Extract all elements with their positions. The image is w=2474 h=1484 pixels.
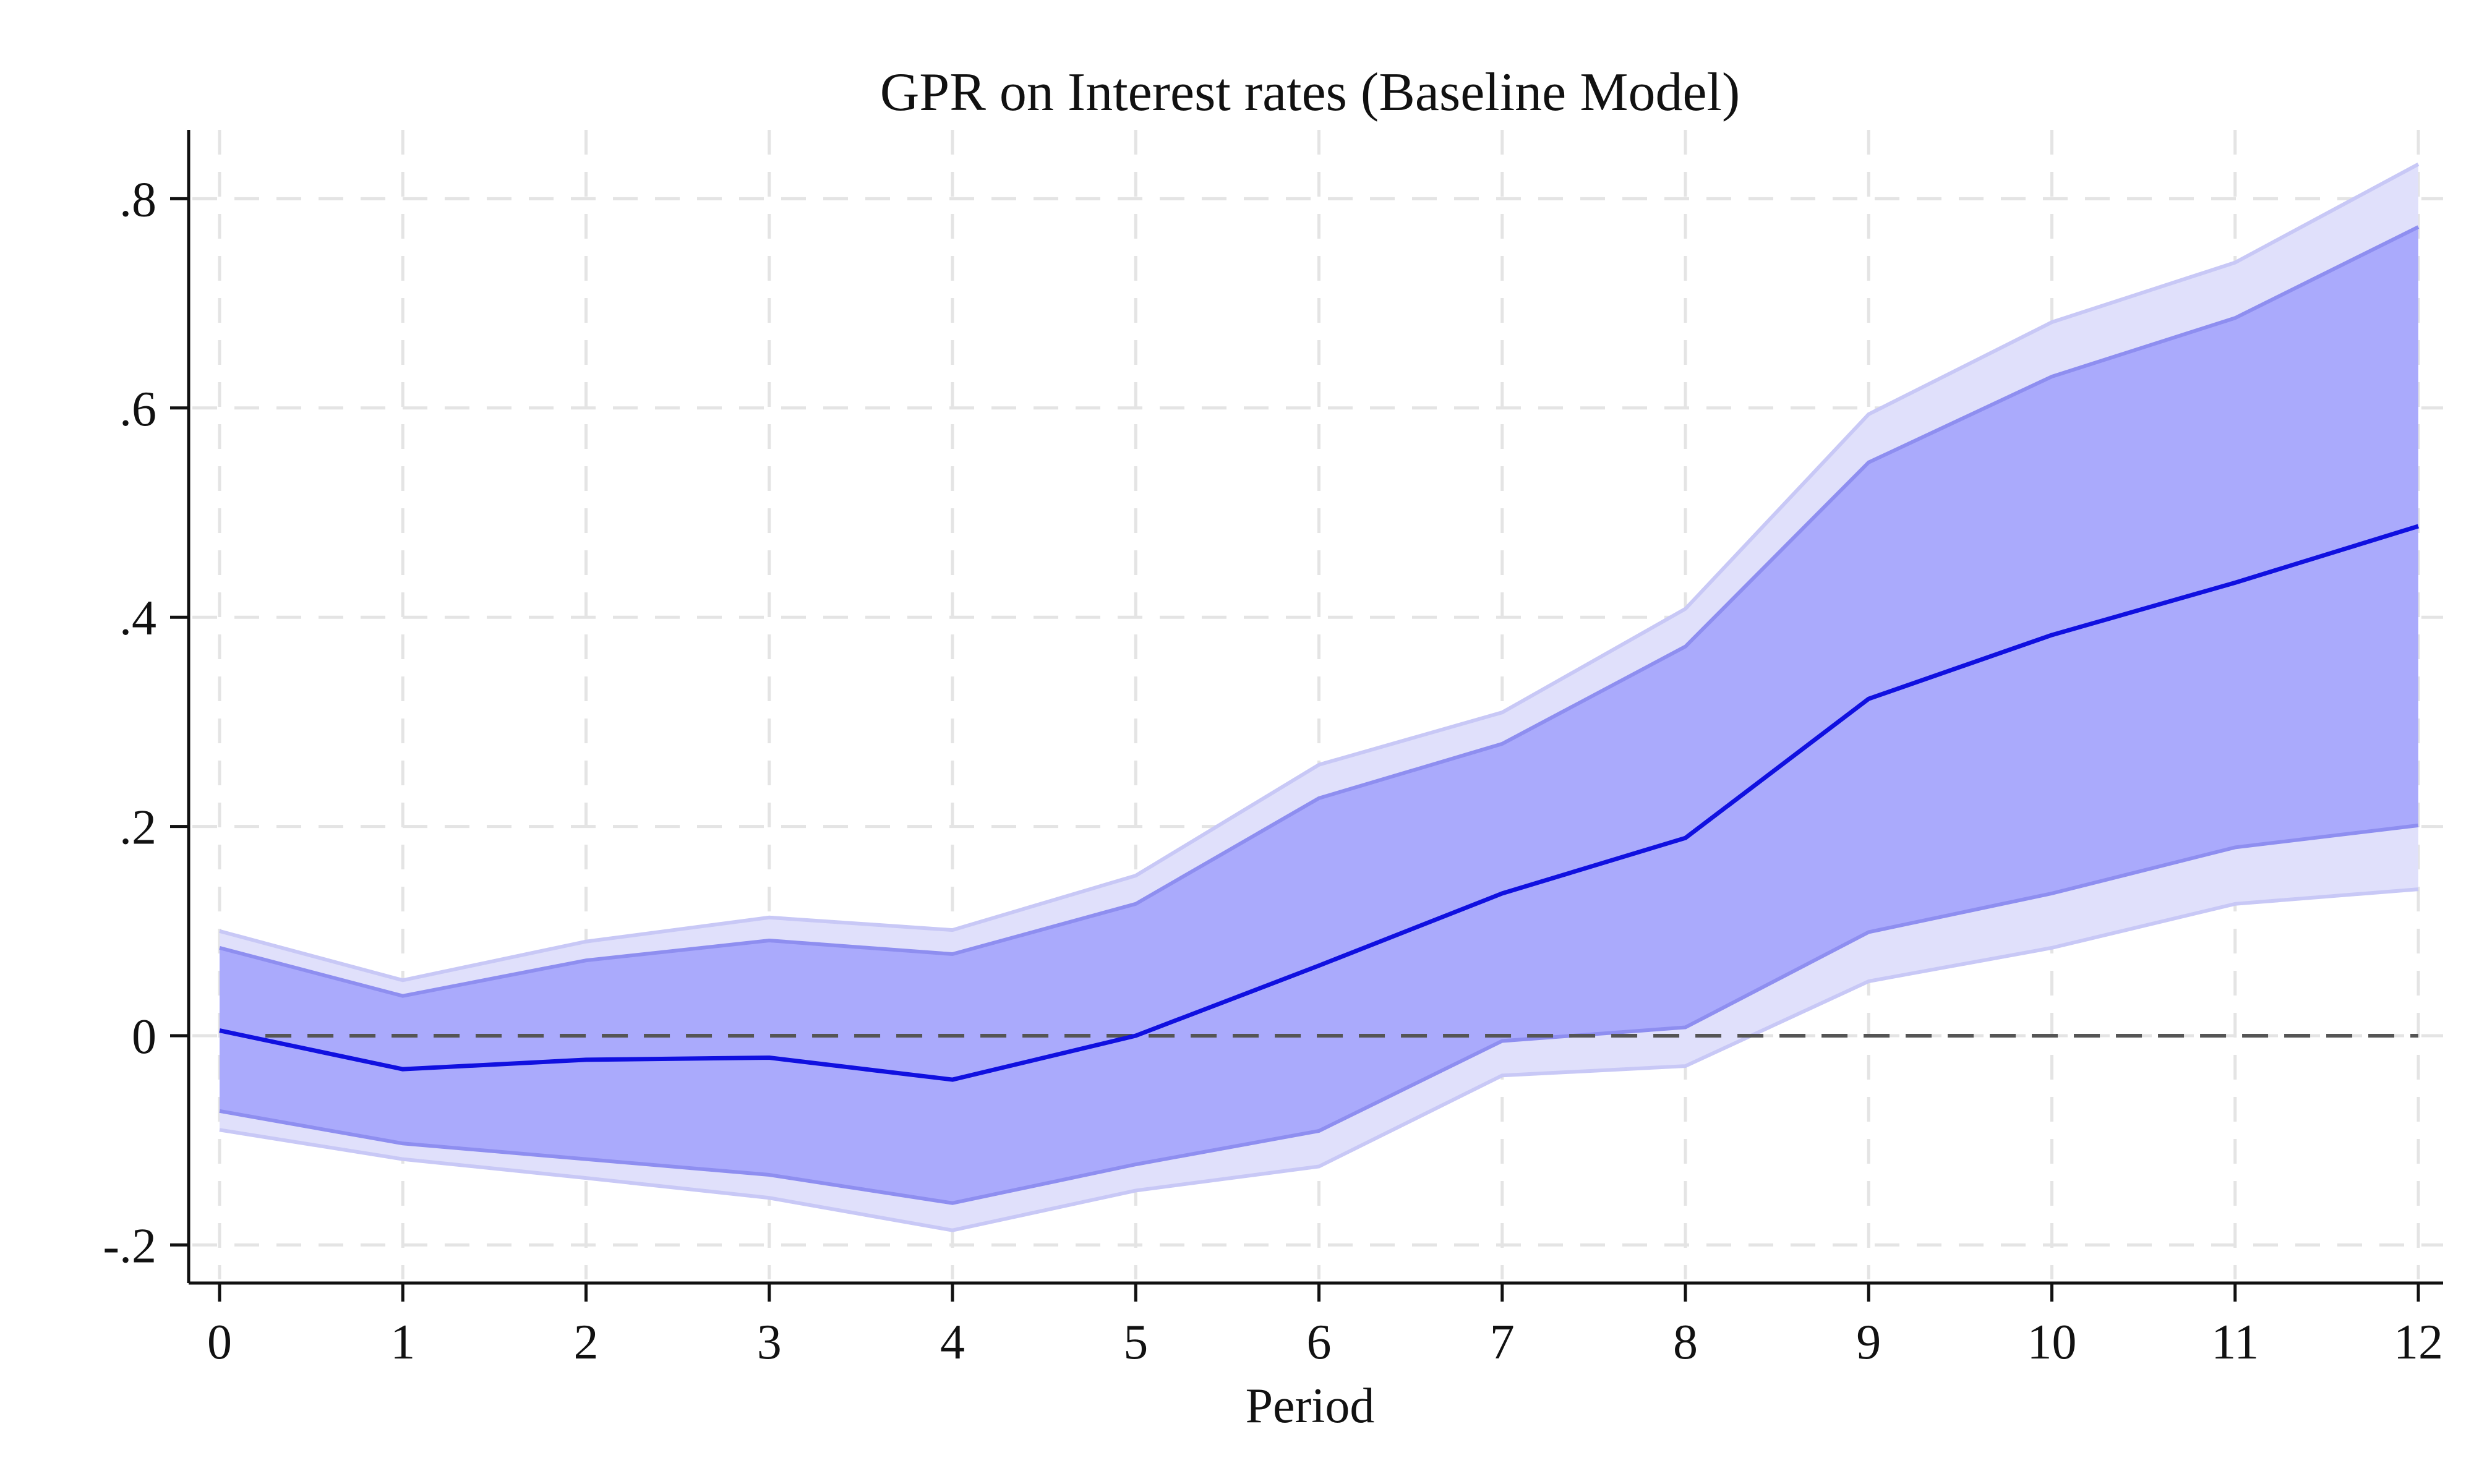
x-axis-title: Period — [1246, 1379, 1375, 1433]
x-tick-label: 9 — [1856, 1315, 1881, 1370]
chart-title: GPR on Interest rates (Baseline Model) — [880, 62, 1740, 122]
estimate-lines — [219, 524, 2420, 1082]
x-tick-label: 2 — [574, 1315, 599, 1370]
axes — [170, 130, 2443, 1302]
x-tick-label: 10 — [2027, 1315, 2077, 1370]
y-tick-label: .6 — [119, 382, 156, 437]
y-tick-labels: -.2 0 .2 .4 .6 .8 — [103, 173, 156, 1273]
x-tick-label: 0 — [207, 1315, 232, 1370]
y-tick-label: 0 — [132, 1010, 156, 1064]
x-tick-label: 1 — [390, 1315, 415, 1370]
x-tick-labels: 0 1 2 3 4 5 6 7 8 9 10 11 12 — [207, 1315, 2443, 1370]
estimate-line — [219, 524, 2420, 1082]
outer-band-upper-edge — [219, 162, 2420, 983]
y-tick-label: .4 — [119, 591, 156, 646]
x-tick-label: 6 — [1307, 1315, 1332, 1370]
x-tick-label: 5 — [1123, 1315, 1148, 1370]
inner-band-upper-edge — [219, 225, 2420, 998]
x-tick-label: 8 — [1673, 1315, 1698, 1370]
confidence-bands — [219, 162, 2420, 1232]
y-tick-label: .2 — [119, 801, 156, 855]
y-tick-label: -.2 — [103, 1219, 156, 1273]
x-tick-label: 7 — [1490, 1315, 1515, 1370]
x-tick-label: 12 — [2394, 1315, 2443, 1370]
x-tick-label: 3 — [757, 1315, 782, 1370]
x-tick-label: 11 — [2211, 1315, 2259, 1370]
outer-band-lower-edge — [219, 887, 2419, 1232]
inner-confidence-band — [220, 227, 2418, 1203]
y-tick-label: .8 — [119, 173, 156, 227]
inner-band-lower-edge — [219, 823, 2419, 1205]
x-tick-label: 4 — [940, 1315, 965, 1370]
